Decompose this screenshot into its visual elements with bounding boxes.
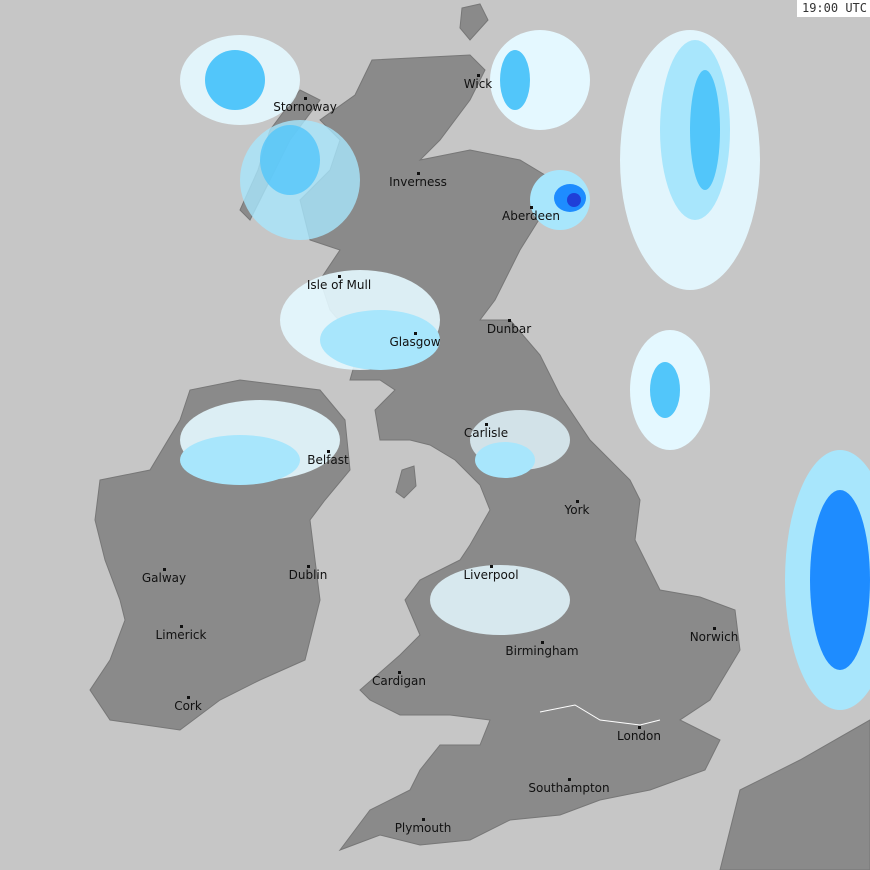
city-label: Belfast	[307, 453, 349, 467]
city-label: Birmingham	[505, 644, 579, 658]
city-marker	[304, 97, 307, 100]
city-label: York	[564, 503, 590, 517]
city-label: Liverpool	[463, 568, 519, 582]
wales-england-border	[539, 704, 661, 726]
city-label: Isle of Mull	[306, 278, 372, 292]
city-marker	[417, 172, 420, 175]
isle-of-man	[395, 465, 417, 499]
city-label: Southampton	[528, 781, 610, 795]
city-marker	[307, 565, 310, 568]
city-label: Cardigan	[372, 674, 426, 688]
city-marker	[163, 568, 166, 571]
city-marker	[398, 671, 401, 674]
city-label: Aberdeen	[502, 209, 560, 223]
city-marker	[638, 726, 641, 729]
city-label: Glasgow	[389, 335, 441, 349]
city-label: Cork	[174, 699, 202, 713]
city-label: Norwich	[689, 630, 739, 644]
city-marker	[414, 332, 417, 335]
city-label: Limerick	[155, 628, 207, 642]
city-marker	[477, 74, 480, 77]
city-marker	[576, 500, 579, 503]
city-marker	[490, 565, 493, 568]
city-marker	[485, 423, 488, 426]
city-marker	[187, 696, 190, 699]
city-marker	[541, 641, 544, 644]
city-label: Dunbar	[486, 322, 532, 336]
continent	[719, 719, 870, 870]
city-marker	[327, 450, 330, 453]
city-label: London	[617, 729, 661, 743]
timestamp: 19:00 UTC	[796, 0, 870, 17]
city-label: Galway	[141, 571, 187, 585]
city-marker	[338, 275, 341, 278]
precipitation	[180, 30, 870, 710]
orkney	[459, 3, 489, 41]
city-marker	[713, 627, 716, 630]
city-marker	[568, 778, 571, 781]
city-label: Dublin	[288, 568, 328, 582]
city-marker	[508, 319, 511, 322]
city-label: Carlisle	[463, 426, 509, 440]
city-marker	[530, 206, 533, 209]
city-label: Wick	[463, 77, 493, 91]
city-label: Plymouth	[394, 821, 452, 835]
city-label: Stornoway	[273, 100, 337, 114]
city-label: Inverness	[389, 175, 447, 189]
city-marker	[180, 625, 183, 628]
city-marker	[422, 818, 425, 821]
